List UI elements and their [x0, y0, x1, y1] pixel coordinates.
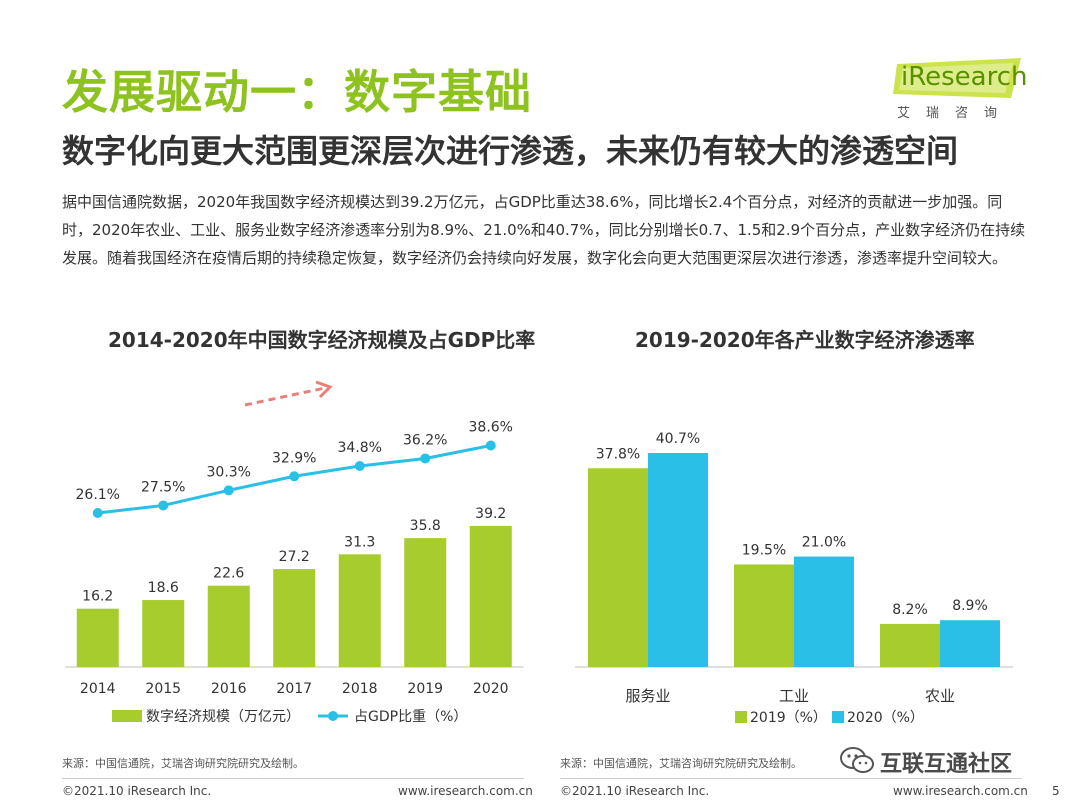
- logo-brand-text: iResearch: [901, 62, 1028, 92]
- chart2-source: 来源：中国信通院，艾瑞咨询研究院研究及绘制。: [560, 757, 802, 770]
- chart2-tick-服务业: 服务业: [625, 687, 670, 705]
- page-subtitle: 数字化向更大范围更深层次进行渗透，未来仍有较大的渗透空间: [62, 132, 959, 170]
- chart2-legend-2020-label: 2020（%）: [847, 710, 924, 726]
- chart1-point-2016: [223, 485, 234, 496]
- chart2-bar-label-服务业-0: 37.8%: [596, 446, 640, 462]
- chart2-legend-2019-swatch: [735, 711, 747, 723]
- chart1-tick-2016: 2016: [211, 681, 247, 697]
- chart2-legend-2019-label: 2019（%）: [750, 710, 827, 726]
- chart1-legend-bar-swatch: [112, 710, 142, 722]
- chart1-tick-2019: 2019: [407, 681, 443, 697]
- chart1-point-2018: [354, 461, 365, 472]
- chart1-bar-2016: [207, 585, 250, 667]
- chart1-tick-2020: 2020: [473, 681, 509, 697]
- chart1-tick-2014: 2014: [80, 681, 116, 697]
- chart2-tick-工业: 工业: [779, 687, 809, 705]
- footer-divider-left: [62, 778, 524, 779]
- chart1-legend-line-marker: [328, 711, 338, 721]
- chart1-point-label-2016: 30.3%: [207, 464, 251, 480]
- chart1-point-2020: [485, 440, 496, 451]
- chart1-tick-2018: 2018: [342, 681, 378, 697]
- intro-paragraph: 据中国信通院数据，2020年我国数字经济规模达到39.2万亿元，占GDP比重达3…: [62, 193, 1026, 267]
- footer-url-left: www.iresearch.com.cn: [398, 784, 533, 798]
- page-number: 5: [1052, 784, 1060, 798]
- chart2-bar-工业-1: [794, 556, 854, 667]
- footer-copyright-right: ©2021.10 iResearch Inc.: [560, 784, 710, 798]
- chart1-tick-2015: 2015: [145, 681, 181, 697]
- footer-divider-right: [560, 778, 1022, 779]
- chart2-title: 2019-2020年各产业数字经济渗透率: [635, 328, 975, 352]
- chart2-bar-label-工业-1: 21.0%: [802, 535, 846, 551]
- chart1-point-label-2014: 26.1%: [76, 487, 120, 503]
- chart1-point-2015: [158, 500, 169, 511]
- logo-cn-text: 艾瑞咨询: [897, 106, 1014, 121]
- chart1-point-label-2019: 36.2%: [403, 432, 447, 448]
- chart1-trend-arrow: [244, 386, 326, 407]
- wechat-icon: [840, 747, 874, 773]
- footer-copyright-left: ©2021.10 iResearch Inc.: [62, 784, 212, 798]
- page-title: 发展驱动一：数字基础: [62, 65, 532, 119]
- chart2-bar-label-工业-0: 19.5%: [742, 542, 786, 558]
- chart1-bar-label-2014: 16.2: [82, 589, 113, 605]
- chart1-bar-2019: [404, 538, 447, 667]
- chart2-bar-工业-0: [734, 564, 794, 667]
- chart1-trend-arrowhead: [315, 380, 333, 399]
- chart2-bar-农业-1: [940, 620, 1000, 667]
- chart1-bar-label-2018: 31.3: [344, 534, 375, 550]
- chart2-bar-label-农业-0: 8.2%: [892, 602, 928, 618]
- chart1-bar-2014: [76, 608, 119, 667]
- chart1-point-label-2018: 34.8%: [338, 440, 382, 456]
- chart1-bar-2018: [338, 554, 381, 667]
- chart2-svg: 37.8% 40.7% 服务业 19.5% 21.0% 工业 8.2% 8.9% 农业 2019（…: [575, 431, 1013, 726]
- chart1-legend-bar-label: 数字经济规模（万亿元）: [146, 709, 300, 725]
- chart1-point-label-2017: 32.9%: [272, 450, 316, 466]
- chart2-bar-服务业-1: [648, 453, 708, 667]
- chart1-bar-2017: [273, 569, 316, 667]
- chart2-bar-label-服务业-1: 40.7%: [656, 431, 700, 447]
- chart1-source: 来源：中国信通院，艾瑞咨询研究院研究及绘制。: [62, 757, 304, 770]
- chart1-point-2017: [289, 471, 300, 482]
- chart1-bar-2020: [469, 525, 512, 667]
- chart2-legend-2020-swatch: [832, 711, 844, 723]
- chart1-legend-line-label: 占GDP比重（%）: [354, 709, 467, 725]
- footer-url-right: www.iresearch.com.cn: [893, 784, 1028, 798]
- chart1-bar-2015: [142, 600, 185, 667]
- chart1-bar-label-2020: 39.2: [475, 506, 506, 522]
- chart2-bar-农业-0: [880, 623, 940, 667]
- logo-badge-icon: [893, 58, 1021, 98]
- chart2-bar-label-农业-1: 8.9%: [952, 598, 988, 614]
- watermark-text: 互联互通社区: [880, 752, 1013, 777]
- chart1-bar-label-2017: 27.2: [279, 549, 310, 565]
- chart2-bar-服务业-0: [588, 468, 648, 667]
- chart2-tick-农业: 农业: [925, 687, 955, 705]
- chart1-point-2019: [420, 453, 431, 464]
- chart1-point-label-2015: 27.5%: [141, 479, 185, 495]
- chart1-point-label-2020: 38.6%: [469, 420, 513, 436]
- iresearch-logo: iResearch 艾瑞咨询: [893, 58, 1028, 122]
- chart1-bar-label-2016: 22.6: [213, 566, 244, 582]
- chart1-bar-label-2015: 18.6: [148, 580, 179, 596]
- chart1-point-2014: [92, 508, 103, 518]
- chart1-svg: 16.2 2014 18.6 2015 22.6 2016 27.2 2017 31.3 2018…: [65, 380, 524, 725]
- chart1-title: 2014-2020年中国数字经济规模及占GDP比率: [108, 328, 536, 352]
- chart1-tick-2017: 2017: [276, 681, 312, 697]
- chart1-bar-label-2019: 35.8: [410, 518, 441, 534]
